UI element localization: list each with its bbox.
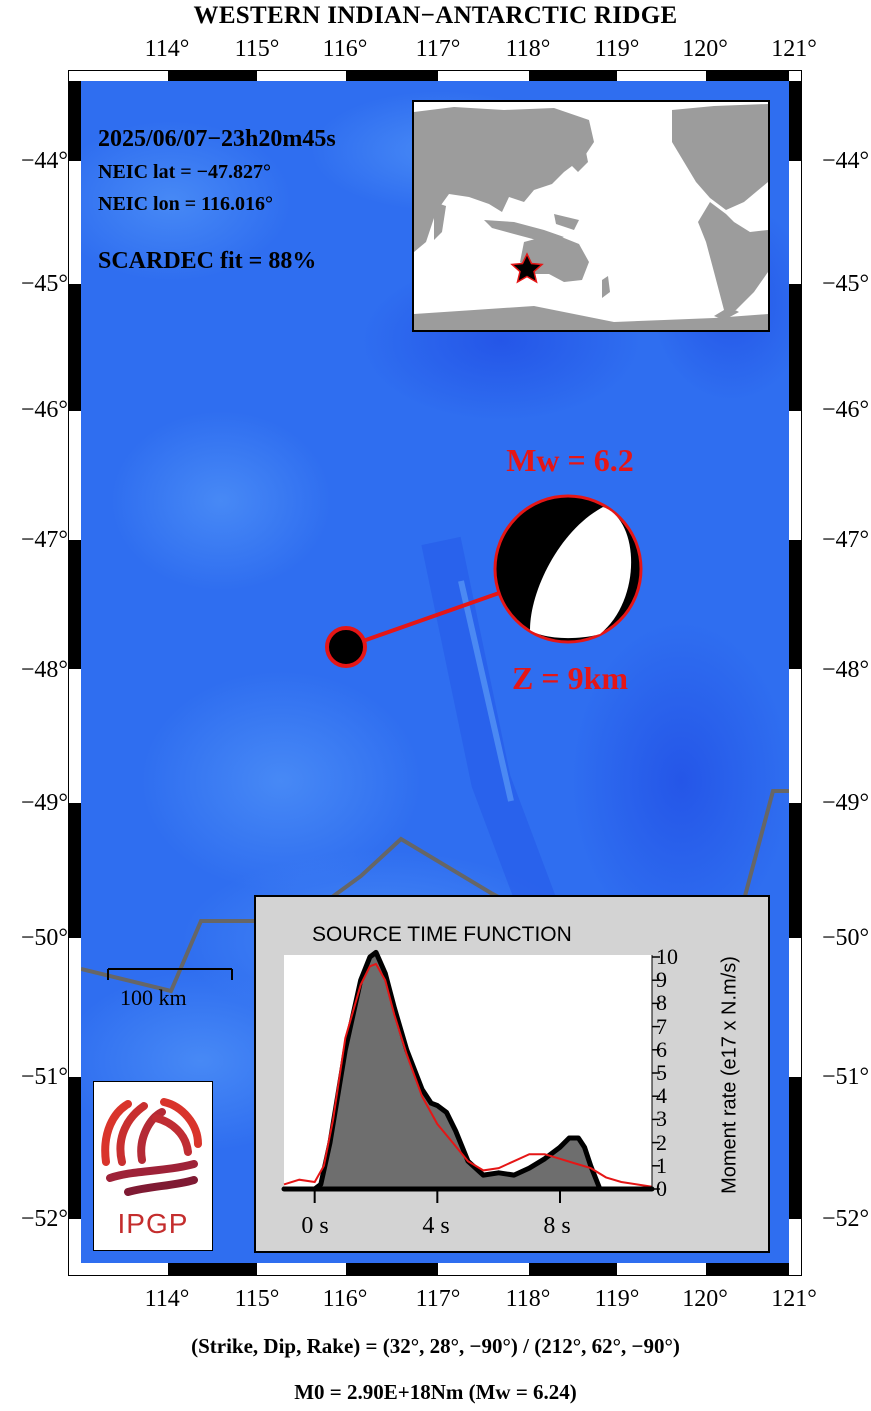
stf-chart	[281, 949, 660, 1203]
lat-tick-right-51: −51°	[822, 1064, 870, 1090]
frame-segment	[69, 1077, 81, 1219]
frame-segment	[789, 1077, 801, 1219]
lon-tick-top-117: 117°	[415, 36, 461, 62]
stf-scardec-line	[283, 962, 653, 1188]
frame-segment	[69, 284, 81, 411]
frame-segment	[706, 71, 789, 81]
frame-segment	[69, 540, 81, 669]
event-info: 2025/06/07−23h20m45s NEIC lat = −47.827°…	[98, 126, 336, 275]
frame-segment	[789, 284, 801, 411]
lat-tick-right-46: −46°	[822, 397, 870, 423]
stf-y-tick-label: 0	[656, 1176, 667, 1201]
lon-tick-top-121: 121°	[771, 36, 817, 62]
epicenter-connector-line	[345, 590, 503, 649]
stf-title: SOURCE TIME FUNCTION	[312, 923, 572, 946]
frame-segment	[789, 81, 801, 161]
lon-tick-top-119: 119°	[594, 36, 640, 62]
ipgp-logo-text: IPGP	[117, 1208, 189, 1239]
lon-tick-top-114: 114°	[144, 36, 190, 62]
stf-y-tick-label: 3	[656, 1106, 667, 1132]
lat-tick-right-44: −44°	[822, 148, 870, 174]
frame-segment	[529, 1263, 617, 1275]
lon-tick-bottom-114: 114°	[144, 1286, 190, 1312]
depth-label: Z = 9km	[511, 660, 629, 696]
frame-segment	[168, 71, 257, 81]
lon-tick-bottom-121: 121°	[771, 1286, 817, 1312]
lon-tick-bottom-118: 118°	[505, 1286, 551, 1312]
scardec-fit: SCARDEC fit = 88%	[98, 248, 317, 274]
inset-world-map	[412, 100, 770, 332]
event-latitude: NEIC lat = −47.827°	[98, 161, 272, 183]
stf-y-tick-label: 2	[656, 1129, 667, 1155]
lat-tick-right-49: −49°	[822, 790, 870, 816]
frame-segment	[706, 1263, 789, 1275]
location-star-icon	[510, 252, 544, 284]
lat-tick-left-49: −49°	[20, 790, 68, 816]
frame-segment	[789, 540, 801, 669]
stf-y-tick-label: 10	[656, 944, 678, 969]
lat-tick-left-52: −52°	[20, 1206, 68, 1232]
lon-tick-bottom-117: 117°	[415, 1286, 461, 1312]
lat-tick-left-47: −47°	[20, 527, 68, 553]
lat-tick-right-45: −45°	[822, 271, 870, 297]
stf-y-tick-label: 1	[656, 1152, 667, 1178]
lat-tick-left-44: −44°	[20, 148, 68, 174]
magnitude-label: Mw = 6.2	[506, 442, 634, 478]
stf-x-tick-0: 0 s	[301, 1213, 329, 1239]
stf-y-tick-label: 9	[656, 967, 667, 993]
ipgp-logo: IPGP	[93, 1081, 213, 1251]
frame-segment	[346, 1263, 438, 1275]
scale-bar	[107, 968, 233, 980]
stf-y-tick-label: 4	[656, 1083, 667, 1109]
lon-tick-top-115: 115°	[234, 36, 280, 62]
stf-y-axis-label: Moment rate (e17 x N.m/s)	[718, 956, 741, 1194]
lon-tick-bottom-115: 115°	[234, 1286, 280, 1312]
lat-tick-right-50: −50°	[822, 925, 870, 951]
event-longitude: NEIC lon = 116.016°	[98, 193, 273, 215]
lat-tick-left-48: −48°	[20, 657, 68, 683]
nodal-planes-text: (Strike, Dip, Rake) = (32°, 28°, −90°) /…	[191, 1334, 680, 1358]
seismic-moment-text: M0 = 2.90E+18Nm (Mw = 6.24)	[294, 1380, 577, 1404]
frame-segment	[789, 803, 801, 938]
stf-y-tick-label: 5	[656, 1060, 667, 1085]
lat-tick-left-46: −46°	[20, 397, 68, 423]
frame-segment	[529, 71, 617, 81]
lat-tick-right-47: −47°	[822, 527, 870, 553]
beachball-icon	[493, 494, 643, 644]
lon-tick-top-120: 120°	[682, 36, 728, 62]
world-land-layer	[414, 102, 768, 330]
ipgp-logo-icon	[101, 1098, 202, 1196]
frame-segment	[168, 1263, 257, 1275]
stf-y-tick-label: 6	[656, 1036, 667, 1062]
frame-segment	[69, 81, 81, 161]
lat-tick-left-45: −45°	[20, 271, 68, 297]
frame-segment	[69, 803, 81, 938]
lat-tick-left-51: −51°	[20, 1064, 68, 1090]
lat-tick-right-52: −52°	[822, 1206, 870, 1232]
lat-tick-left-50: −50°	[20, 925, 68, 951]
epicenter-marker-icon	[325, 626, 367, 668]
map-frame	[68, 70, 802, 1276]
stf-y-tick-label: 8	[656, 990, 667, 1016]
lat-tick-right-48: −48°	[822, 657, 870, 683]
lon-tick-top-116: 116°	[322, 36, 368, 62]
frame-segment	[346, 71, 438, 81]
scale-bar-label: 100 km	[120, 985, 187, 1010]
stf-x-tick-4: 4 s	[422, 1213, 450, 1239]
stf-x-tick-8: 8 s	[543, 1213, 571, 1239]
lon-tick-bottom-120: 120°	[682, 1286, 728, 1312]
lon-tick-top-118: 118°	[505, 36, 551, 62]
lon-tick-bottom-119: 119°	[594, 1286, 640, 1312]
lon-tick-bottom-116: 116°	[322, 1286, 368, 1312]
event-datetime: 2025/06/07−23h20m45s	[98, 126, 336, 152]
map-title: WESTERN INDIAN−ANTARCTIC RIDGE	[193, 2, 678, 29]
stf-y-tick-label: 7	[656, 1013, 667, 1039]
